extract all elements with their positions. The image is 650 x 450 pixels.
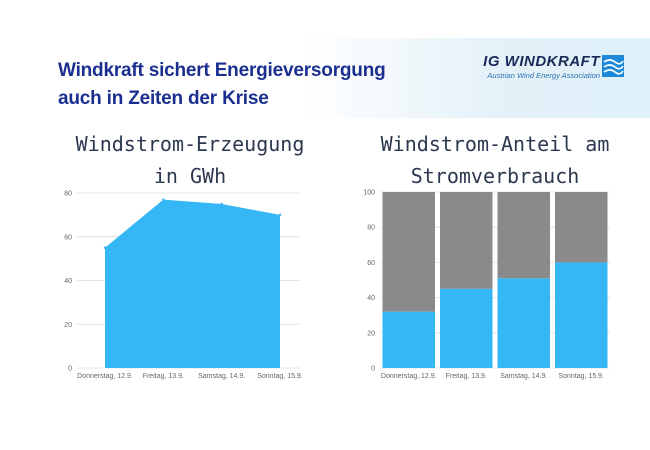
x-tick-label: Sonntag, 15.9. (558, 373, 604, 380)
area-chart: 0 20 40 60 80 Donnerstag, 12.9. Freitag, 13.9.… (64, 191, 303, 381)
y-tick-label: 60 (367, 260, 375, 267)
y-tick-label: 20 (367, 330, 375, 337)
bar-segment-wind-share (555, 262, 608, 368)
y-tick-label: 40 (64, 278, 72, 285)
y-tick-label: 80 (64, 191, 72, 198)
bar-chart-title: Windstrom-Anteil am Stromverbrauch (360, 128, 630, 192)
y-tick-label: 80 (367, 225, 375, 232)
area-chart-title-line-2: in GWh (153, 164, 227, 188)
data-point (162, 198, 165, 201)
x-tick-label: Samstag, 14.9. (500, 373, 547, 380)
y-tick-label: 60 (64, 234, 72, 241)
ig-windkraft-logo: IG WINDKRAFT Austrian Wind Energy Associ… (483, 53, 624, 85)
x-tick-label: Freitag, 13.9. (446, 373, 487, 380)
logo-subtitle: Austrian Wind Energy Association (487, 71, 600, 80)
y-tick-label: 0 (68, 366, 72, 373)
y-tick-label: 20 (64, 322, 72, 329)
x-tick-label: Donnerstag, 12.9. (77, 373, 133, 380)
y-tick-label: 0 (371, 366, 375, 373)
headline-line-1: Windkraft sichert Energieversorgung (58, 60, 386, 81)
x-tick-label: Sonntag, 15.9. (257, 373, 303, 380)
header-background (300, 38, 650, 118)
wind-flag-icon (602, 55, 624, 77)
bar-segment-remainder (555, 192, 608, 263)
area-chart-title: Windstrom-Erzeugung in GWh (45, 128, 335, 192)
data-point (278, 213, 282, 217)
bar-segment-remainder (382, 192, 435, 312)
y-tick-label: 40 (367, 295, 375, 302)
y-tick-label: 100 (363, 190, 375, 197)
bar-segment-wind-share (382, 311, 435, 368)
area-series (105, 199, 280, 368)
x-tick-label: Freitag, 13.9. (143, 373, 184, 380)
data-point (220, 202, 223, 206)
bar-segment-wind-share (497, 278, 550, 368)
x-tick-label: Donnerstag, 12.9. (381, 373, 437, 380)
headline-line-2: auch in Zeiten der Krise (58, 88, 269, 109)
stacked-bar-chart: 0 20 40 60 80 100 Donnerstag, 12.9. Freitag, 13… (363, 190, 610, 380)
data-point (103, 246, 107, 249)
bar-segment-wind-share (440, 288, 493, 368)
x-tick-label: Samstag, 14.9. (198, 373, 245, 380)
bar-chart-title-line-2: Stromverbrauch (410, 164, 580, 188)
bar-segment-remainder (497, 192, 550, 279)
logo-name: IG WINDKRAFT (483, 53, 600, 70)
bar-chart-title-line-1: Windstrom-Anteil am (380, 132, 610, 156)
area-chart-title-line-1: Windstrom-Erzeugung (75, 132, 305, 156)
bar-segment-remainder (440, 192, 493, 289)
